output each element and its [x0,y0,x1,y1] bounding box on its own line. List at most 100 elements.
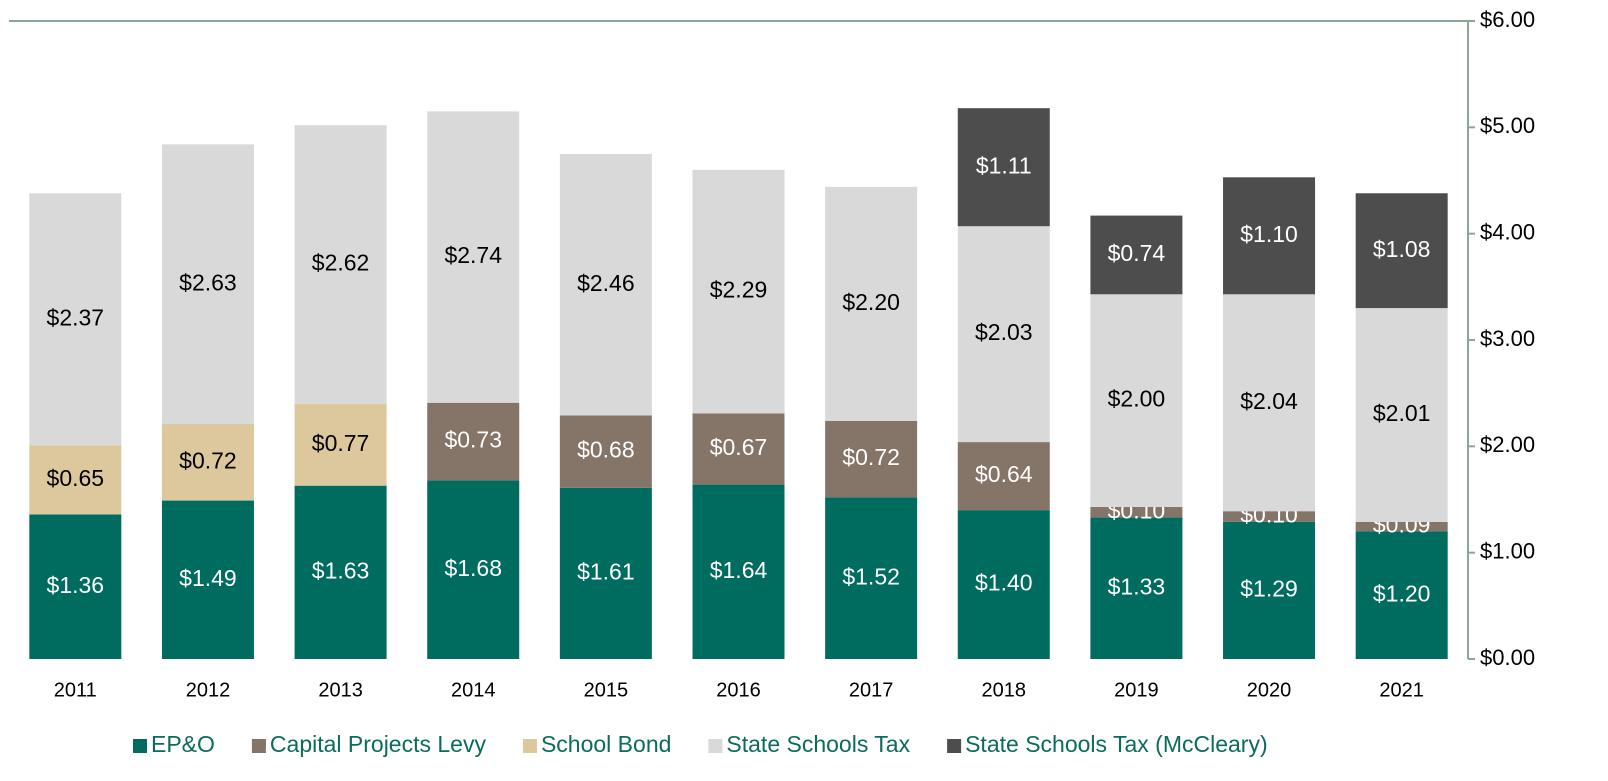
bar-segment [161,424,254,501]
bar-segment [1223,521,1316,659]
bar-segment [825,420,918,498]
bar-segment [957,226,1050,443]
bar-segment [692,413,785,485]
value-label: $0.72 [179,447,237,473]
legend-swatch [251,739,266,753]
value-label: $1.63 [312,557,370,583]
legend-label: School Bond [541,731,671,757]
legend-swatch [708,739,723,753]
value-label: $1.49 [179,565,237,591]
bar-segment [559,415,652,488]
bar-segment [559,153,652,416]
legend-label: Capital Projects Levy [270,731,487,757]
bar-segment [1090,517,1183,659]
legend-label: State Schools Tax (McCleary) [965,731,1268,757]
bar-segment [1090,506,1183,518]
legend-swatch [947,739,962,753]
bar-segment [1355,521,1448,532]
y-tick-label: $3.00 [1480,326,1535,351]
bar-segment [1355,308,1448,522]
bar-segment [1355,531,1448,659]
value-label: $1.64 [710,557,768,583]
bar-segment [294,403,387,486]
y-tick-label: $4.00 [1480,219,1535,244]
bar-segment [957,510,1050,659]
value-label: $0.67 [710,434,768,460]
bar-segment [29,514,122,659]
value-label: $1.10 [1240,221,1298,247]
bar-segment [427,111,520,403]
bar-segment [825,497,918,659]
bar-segment [1355,193,1448,309]
value-label: $2.20 [842,289,900,315]
value-label: $1.20 [1373,580,1431,606]
value-label: $1.08 [1373,236,1431,262]
value-label: $2.01 [1373,400,1431,426]
x-tick-label: 2020 [1247,679,1292,701]
x-tick-label: 2013 [318,679,363,701]
bar-segment [692,169,785,414]
y-tick-label: $0.00 [1480,645,1535,670]
value-label: $2.29 [710,277,768,303]
value-label: $2.74 [444,242,502,268]
bar-segment [1090,294,1183,507]
x-tick-label: 2019 [1114,679,1159,701]
x-tick-label: 2017 [849,679,894,701]
value-label: $0.72 [842,444,900,470]
bar-segment [161,500,254,659]
value-label: $0.68 [577,437,635,463]
x-tick-label: 2016 [716,679,761,701]
value-label: $1.61 [577,558,635,584]
bar-segment [161,144,254,425]
bar-segment [29,445,122,515]
bar-segment [427,402,520,481]
value-label: $1.36 [47,572,105,598]
x-tick-label: 2021 [1379,679,1424,701]
value-label: $2.04 [1240,388,1298,414]
bar-segment [1223,177,1316,295]
value-label: $0.74 [1108,240,1166,266]
x-tick-label: 2018 [982,679,1027,701]
x-tick-label: 2011 [54,679,97,701]
value-label: $2.63 [179,269,237,295]
bar-segment [957,108,1050,227]
legend-label: EP&O [151,731,215,757]
value-label: $0.77 [312,430,370,456]
bar-segment [427,480,520,659]
value-label: $2.37 [47,304,105,330]
bar-segment [559,487,652,659]
value-label: $0.65 [47,465,105,491]
value-label: $2.00 [1108,386,1166,412]
value-label: $0.73 [444,427,502,453]
y-tick-label: $6.00 [1480,7,1535,32]
value-label: $0.64 [975,461,1033,487]
bar-segment [957,442,1050,511]
value-label: $2.62 [312,250,370,276]
x-tick-label: 2014 [451,679,496,701]
value-label: $1.29 [1240,575,1298,601]
x-tick-label: 2015 [584,679,629,701]
value-label: $2.46 [577,270,635,296]
bar-segment [1223,294,1316,512]
value-label: $1.68 [444,555,502,581]
legend-swatch [522,739,537,753]
bar-segment [29,193,122,446]
legend-label: State Schools Tax [726,731,910,757]
value-label: $1.33 [1108,573,1166,599]
bar-segment [294,125,387,404]
value-label: $1.40 [975,570,1033,596]
bar-segment [692,484,785,659]
y-tick-label: $1.00 [1480,538,1535,563]
bar-segment [294,485,387,659]
value-label: $2.03 [975,319,1033,345]
legend-swatch [133,739,147,753]
bar-segment [1223,511,1316,522]
y-tick-label: $2.00 [1480,432,1535,457]
value-label: $1.52 [842,563,900,589]
y-tick-label: $5.00 [1480,113,1535,138]
bar-segment [825,186,918,421]
x-tick-label: 2012 [186,679,231,701]
bar-segment [1090,215,1183,295]
value-label: $1.11 [976,152,1032,178]
